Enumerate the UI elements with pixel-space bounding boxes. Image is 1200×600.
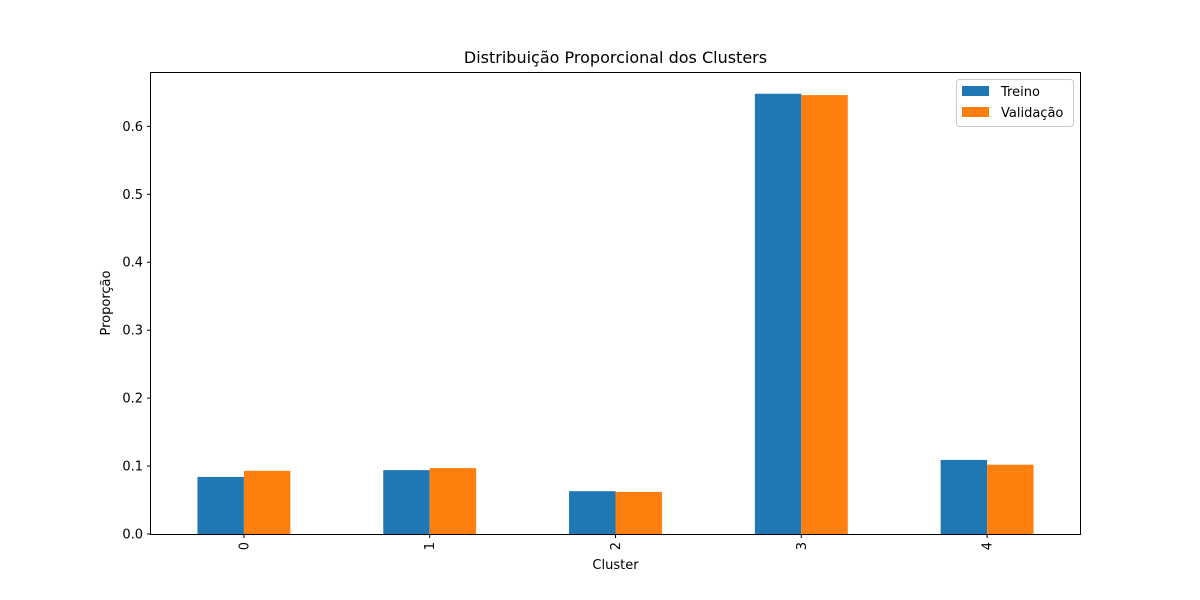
legend: Treino Validação bbox=[956, 79, 1074, 127]
y-tick-label: 0.0 bbox=[122, 528, 143, 543]
ticks-layer: 0 1 2 3 4 0.0 0.1 0.2 0.3 0.4 0.5 0.6 bbox=[122, 120, 995, 550]
bar-treino-cluster-3 bbox=[754, 93, 802, 535]
x-tick-label: 4 bbox=[981, 542, 996, 550]
bars-layer bbox=[197, 93, 1034, 535]
legend-swatch-treino bbox=[962, 86, 989, 96]
x-tick-label: 2 bbox=[609, 542, 624, 550]
x-tick-label: 1 bbox=[423, 542, 438, 550]
bar-treino-cluster-2 bbox=[569, 491, 616, 534]
y-tick-label: 0.4 bbox=[122, 256, 143, 271]
plot-frame bbox=[150, 72, 1081, 535]
legend-label-treino: Treino bbox=[1000, 85, 1040, 100]
bar-treino-cluster-4 bbox=[940, 459, 988, 534]
legend-swatch-validacao bbox=[962, 107, 989, 117]
x-axis-label: Cluster bbox=[592, 558, 639, 573]
bar-validacao-cluster-2 bbox=[615, 491, 662, 534]
y-tick-label: 0.2 bbox=[122, 392, 143, 407]
legend-items: Treino Validação bbox=[962, 85, 1063, 121]
y-tick-label: 0.5 bbox=[122, 188, 143, 203]
y-tick-label: 0.6 bbox=[122, 120, 143, 135]
chart-title: Distribuição Proporcional dos Clusters bbox=[464, 48, 767, 67]
x-tick-label: 0 bbox=[237, 542, 252, 550]
y-tick-label: 0.3 bbox=[122, 324, 143, 339]
bar-validacao-cluster-0 bbox=[243, 470, 291, 534]
bar-validacao-cluster-4 bbox=[987, 464, 1034, 534]
bar-validacao-cluster-1 bbox=[429, 468, 477, 534]
x-tick-label: 3 bbox=[795, 542, 810, 550]
legend-label-validacao: Validação bbox=[1001, 106, 1063, 121]
bar-treino-cluster-0 bbox=[197, 476, 244, 534]
bar-treino-cluster-1 bbox=[383, 470, 430, 534]
y-axis-label: Proporção bbox=[99, 270, 114, 335]
bar-validacao-cluster-3 bbox=[801, 95, 848, 534]
y-tick-label: 0.1 bbox=[122, 460, 143, 475]
